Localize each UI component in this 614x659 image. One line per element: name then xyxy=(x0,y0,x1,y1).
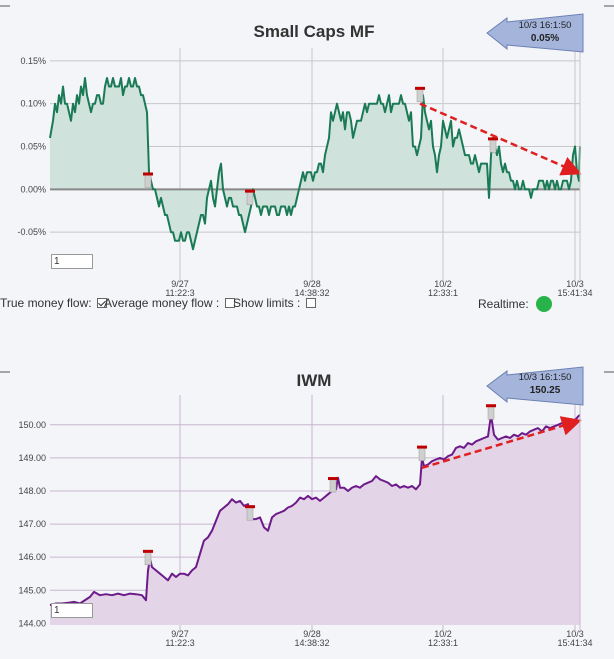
period-input[interactable]: 1 xyxy=(51,254,93,269)
y-tick-label: 0.10% xyxy=(20,99,46,109)
show-limits-checkbox[interactable] xyxy=(305,298,316,308)
money-flow-controls: True money flow: Average money flow : Sh… xyxy=(0,296,614,312)
chart-title: IWM xyxy=(297,371,332,390)
badge-time: 10/3 16:1:50 xyxy=(519,372,572,383)
x-tick-date: 10/2 xyxy=(434,279,452,289)
x-tick-date: 9/28 xyxy=(303,629,321,639)
y-tick-label: -0.05% xyxy=(17,227,46,237)
x-tick-time: 14:38:32 xyxy=(294,638,329,648)
flag-marker xyxy=(245,505,255,521)
x-tick-date: 9/27 xyxy=(171,279,189,289)
flag-marker xyxy=(143,172,153,188)
realtime-indicator: Realtime: xyxy=(478,296,553,312)
x-tick-time: 11:22:3 xyxy=(165,638,194,648)
y-tick-label: 0.15% xyxy=(20,56,46,66)
x-tick-time: 14:38:32 xyxy=(294,288,329,298)
average-money-flow-checkbox[interactable] xyxy=(224,298,235,308)
flag-stem xyxy=(416,88,424,103)
average-money-flow-label: Average money flow : xyxy=(104,296,220,310)
y-axis-ticks: 0.15% 0.10% 0.05% 0.00% -0.05% xyxy=(17,56,46,237)
flag-cap xyxy=(245,505,255,509)
true-money-flow-checkbox[interactable] xyxy=(96,298,107,308)
flag-cap xyxy=(143,172,153,176)
show-limits-control: Show limits : xyxy=(233,296,318,310)
flag-marker xyxy=(488,137,498,153)
badge-arrow-shape xyxy=(486,366,584,406)
x-tick-time: 12:33:1 xyxy=(428,288,458,298)
realtime-status-icon xyxy=(536,296,553,312)
flag-marker xyxy=(486,404,496,420)
flag-cap xyxy=(328,477,338,481)
y-axis-ticks: 150.00 149.00 148.00 147.00 146.00 145.00 144.… xyxy=(18,420,46,629)
flag-marker xyxy=(415,86,425,103)
flag-stem xyxy=(246,506,254,521)
flag-cap xyxy=(488,137,498,141)
value-badge: 10/3 16:1:50 0.05% xyxy=(486,13,584,53)
x-tick-time: 11:22:3 xyxy=(165,288,194,298)
x-tick-time: 15:41:34 xyxy=(557,288,592,298)
trend-arrow xyxy=(419,102,582,176)
x-tick-time: 12:33:1 xyxy=(428,638,458,648)
flag-marker xyxy=(417,445,427,461)
flag-marker xyxy=(328,477,338,493)
area-fill xyxy=(50,414,580,625)
small-caps-mf-chart: Small Caps MF 0.15% 0.10% 0.05% 0.00% -0.05%… xyxy=(17,13,593,298)
y-tick-label: 148.00 xyxy=(18,486,46,496)
flag-markers xyxy=(143,86,498,205)
flag-cap xyxy=(245,189,255,193)
flag-stem xyxy=(246,191,254,205)
x-tick-date: 10/3 xyxy=(566,629,584,639)
period-input[interactable]: 1 xyxy=(51,603,93,618)
trend-arrow xyxy=(421,416,582,470)
flag-stem xyxy=(144,551,152,566)
flag-markers xyxy=(143,404,496,566)
flag-cap xyxy=(143,549,153,553)
true-money-flow-control: True money flow: xyxy=(0,296,109,310)
area-fill xyxy=(50,78,580,250)
value-badge: 10/3 16:1:50 150.25 xyxy=(486,366,584,406)
x-tick-time: 15:41:34 xyxy=(557,638,592,648)
y-tick-label: 147.00 xyxy=(18,519,46,529)
realtime-label: Realtime: xyxy=(478,297,529,311)
show-limits-label: Show limits : xyxy=(233,296,301,310)
y-tick-label: 0.00% xyxy=(20,184,46,194)
average-money-flow-control: Average money flow : xyxy=(104,296,237,310)
flag-marker xyxy=(245,189,255,205)
chart-title: Small Caps MF xyxy=(254,22,375,41)
badge-arrow-shape xyxy=(486,13,584,53)
flag-stem xyxy=(489,139,497,153)
y-tick-label: 144.00 xyxy=(18,618,46,628)
iwm-chart: IWM 150.00 149.00 148.00 147.00 146.00 145.00… xyxy=(18,366,593,648)
x-tick-date: 9/27 xyxy=(171,629,189,639)
x-tick-date: 10/3 xyxy=(566,279,584,289)
badge-value: 0.05% xyxy=(531,33,559,44)
x-tick-date: 10/2 xyxy=(434,629,452,639)
flag-marker xyxy=(143,549,153,566)
flag-stem xyxy=(329,478,337,493)
flag-stem xyxy=(144,174,152,188)
flag-cap xyxy=(417,445,427,449)
flag-stem xyxy=(487,405,495,420)
y-tick-label: 0.05% xyxy=(20,142,46,152)
y-tick-label: 146.00 xyxy=(18,552,46,562)
y-tick-label: 149.00 xyxy=(18,453,46,463)
y-tick-label: 150.00 xyxy=(18,420,46,430)
true-money-flow-label: True money flow: xyxy=(0,296,92,310)
badge-value: 150.25 xyxy=(530,385,561,396)
badge-time: 10/3 16:1:50 xyxy=(519,20,572,31)
flag-cap xyxy=(415,86,425,90)
flag-stem xyxy=(418,447,426,461)
flag-cap xyxy=(486,404,496,408)
x-tick-date: 9/28 xyxy=(303,279,321,289)
y-tick-label: 145.00 xyxy=(18,585,46,595)
